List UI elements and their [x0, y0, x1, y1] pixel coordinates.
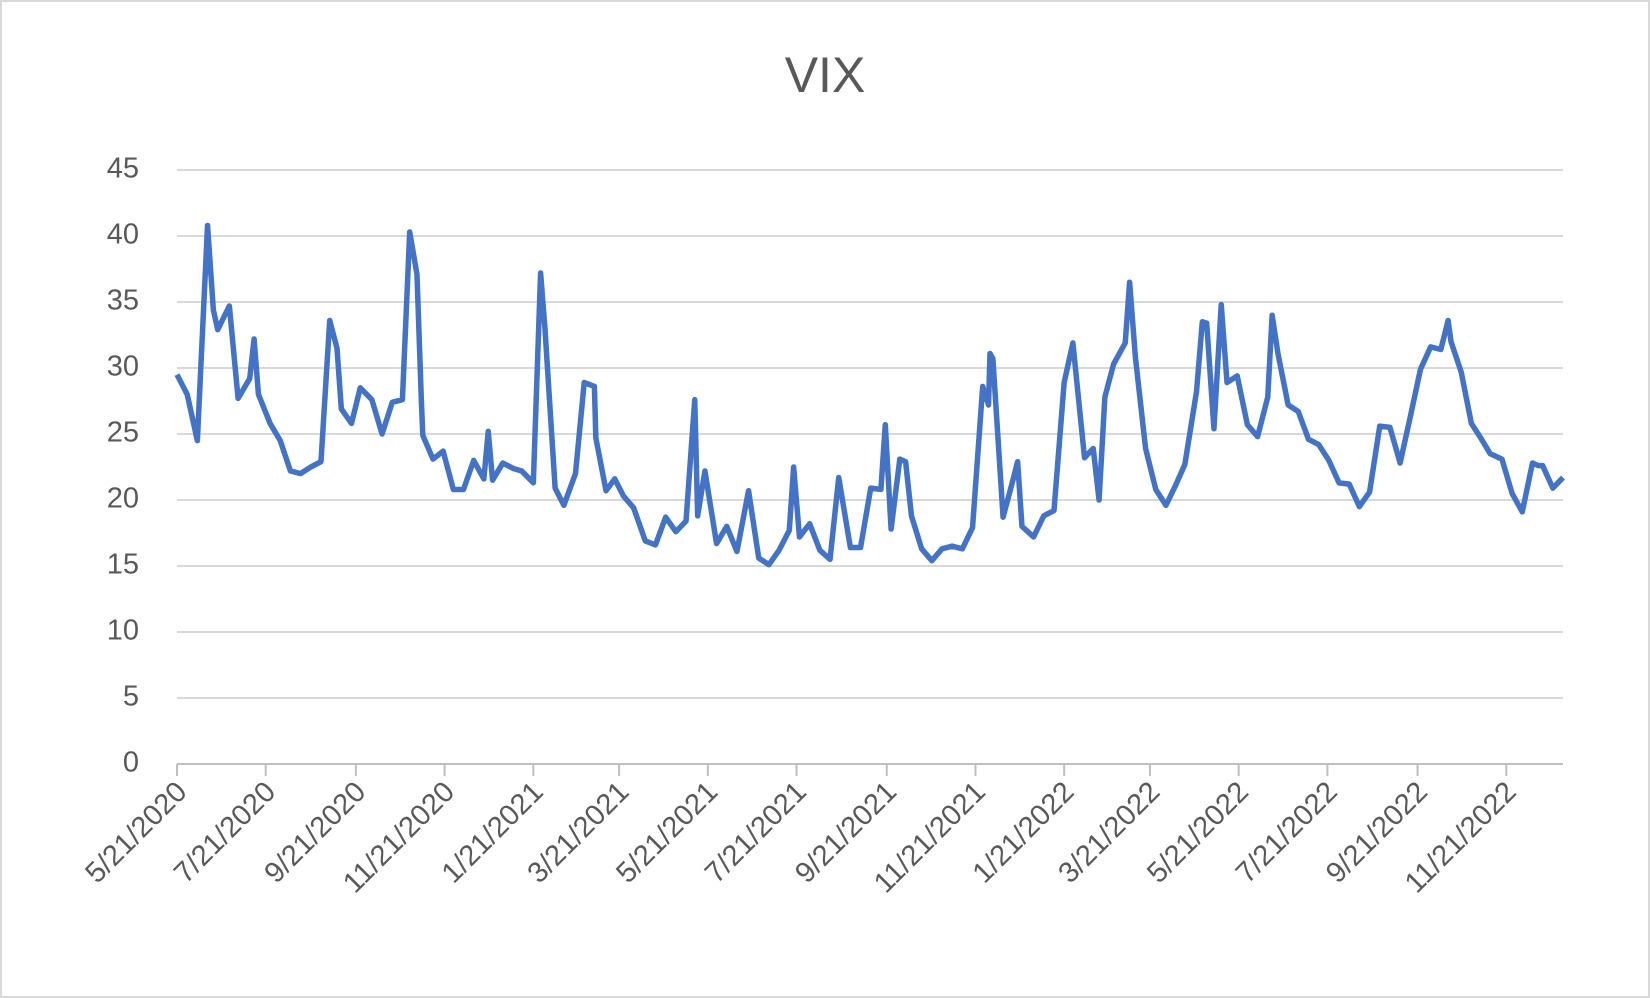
- y-tick-label: 20: [107, 483, 139, 515]
- y-tick-label: 15: [107, 549, 139, 581]
- y-tick-label: 30: [107, 351, 139, 383]
- y-tick-label: 10: [107, 615, 139, 647]
- y-tick-label: 35: [107, 285, 139, 317]
- chart-title: VIX: [785, 47, 866, 103]
- y-tick-label: 40: [107, 219, 139, 251]
- y-tick-label: 45: [107, 153, 139, 185]
- y-tick-label: 5: [123, 681, 139, 713]
- y-tick-label: 25: [107, 417, 139, 449]
- y-tick-label: 0: [123, 747, 139, 779]
- series-line: [174, 222, 1565, 568]
